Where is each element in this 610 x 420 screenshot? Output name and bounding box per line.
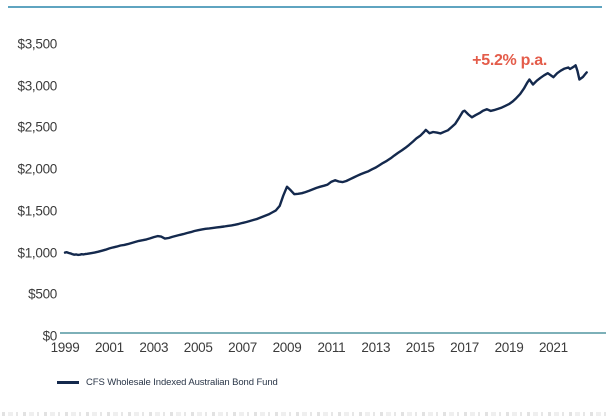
x-tick-label: 2009 — [272, 340, 302, 355]
x-tick-label: 2015 — [405, 340, 435, 355]
x-tick-label: 2001 — [94, 340, 124, 355]
y-tick-label: $2,500 — [17, 119, 58, 135]
legend-label: CFS Wholesale Indexed Australian Bond Fu… — [86, 377, 278, 388]
legend-line-swatch — [57, 381, 79, 384]
legend: CFS Wholesale Indexed Australian Bond Fu… — [57, 377, 278, 388]
y-tick-label: $500 — [28, 286, 57, 302]
x-tick-label: 2019 — [494, 340, 524, 355]
y-tick-label: $0 — [42, 328, 58, 344]
return-annotation: +5.2% p.a. — [472, 52, 547, 69]
y-tick-label: $1,000 — [17, 245, 58, 261]
x-tick-label: 2005 — [183, 340, 213, 355]
x-tick-label: 2021 — [538, 340, 568, 355]
x-tick-label: 2017 — [450, 340, 480, 355]
y-tick-label: $2,000 — [17, 161, 58, 177]
y-tick-label: $1,500 — [17, 203, 58, 219]
x-tick-label: 2011 — [317, 340, 346, 355]
y-tick-label: $3,000 — [17, 78, 58, 94]
x-axis-line — [60, 332, 606, 334]
x-tick-label: 1999 — [50, 340, 80, 355]
cropped-text-fragment — [2, 412, 608, 416]
x-tick-label: 2003 — [139, 340, 169, 355]
y-tick-label: $3,500 — [17, 36, 58, 52]
top-border-rule — [8, 6, 602, 8]
x-tick-label: 2013 — [361, 340, 391, 355]
y-axis-tick-labels: $0 $500 $1,000 $1,500 $2,000 $2,500 $3,000 $3,5… — [0, 0, 58, 420]
x-tick-label: 2007 — [228, 340, 258, 355]
fund-line-series — [63, 64, 588, 257]
